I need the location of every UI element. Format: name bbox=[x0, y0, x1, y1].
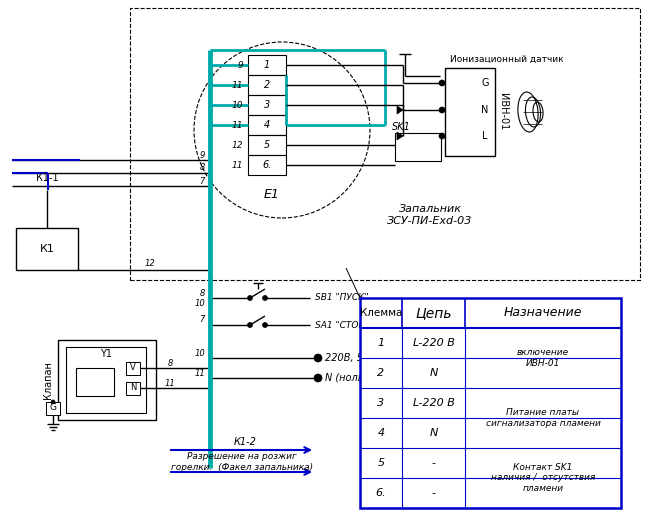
Text: 3: 3 bbox=[264, 100, 270, 110]
Text: E1: E1 bbox=[264, 188, 280, 202]
Bar bbox=[248, 155, 286, 175]
Text: N: N bbox=[130, 383, 136, 392]
Text: 10: 10 bbox=[231, 100, 243, 109]
Bar bbox=[126, 362, 140, 375]
Text: Y1: Y1 bbox=[100, 349, 112, 359]
Bar bbox=[66, 347, 146, 413]
Bar bbox=[248, 135, 286, 155]
Text: 9: 9 bbox=[200, 150, 205, 159]
Bar bbox=[16, 228, 78, 270]
Text: Назначение: Назначение bbox=[504, 306, 582, 319]
Text: 12: 12 bbox=[231, 140, 243, 149]
Text: 1: 1 bbox=[264, 60, 270, 70]
Text: 1: 1 bbox=[378, 338, 385, 348]
Text: К1-1: К1-1 bbox=[36, 173, 59, 183]
Text: Клапан: Клапан bbox=[43, 361, 53, 399]
Text: G: G bbox=[481, 78, 489, 88]
Text: 220В, 50Гц: 220В, 50Гц bbox=[325, 353, 381, 363]
Text: N: N bbox=[429, 368, 437, 378]
Text: 11: 11 bbox=[231, 161, 243, 169]
Circle shape bbox=[314, 354, 322, 362]
Text: -: - bbox=[432, 488, 436, 498]
Circle shape bbox=[248, 323, 252, 327]
Bar bbox=[46, 402, 60, 415]
Text: L: L bbox=[482, 131, 488, 141]
Text: V: V bbox=[130, 363, 136, 372]
Circle shape bbox=[51, 400, 55, 404]
Text: 7: 7 bbox=[200, 176, 205, 185]
Text: SA1 "СТОП РАБОТА": SA1 "СТОП РАБОТА" bbox=[315, 320, 409, 329]
Bar bbox=[395, 133, 441, 161]
Polygon shape bbox=[397, 132, 403, 140]
Circle shape bbox=[248, 296, 252, 300]
Text: 5: 5 bbox=[378, 458, 385, 468]
Text: N: N bbox=[481, 105, 489, 115]
Circle shape bbox=[314, 374, 322, 382]
Text: Цепь: Цепь bbox=[415, 306, 452, 320]
Circle shape bbox=[439, 80, 445, 86]
Bar bbox=[248, 115, 286, 135]
Text: Запальник
ЗСУ-ПИ-Exd-03: Запальник ЗСУ-ПИ-Exd-03 bbox=[387, 204, 473, 226]
Text: Питание платы
сигнализатора пламени: Питание платы сигнализатора пламени bbox=[486, 408, 600, 428]
Bar bbox=[130, 8, 640, 280]
Text: Ионизационный датчик: Ионизационный датчик bbox=[450, 54, 563, 63]
Text: ИВН-01: ИВН-01 bbox=[498, 93, 508, 130]
Bar bbox=[58, 340, 156, 420]
Text: 11: 11 bbox=[164, 379, 175, 388]
Bar bbox=[445, 68, 495, 156]
Text: 10: 10 bbox=[194, 348, 205, 357]
Text: 9: 9 bbox=[237, 61, 243, 70]
Text: 8: 8 bbox=[168, 359, 173, 367]
Text: N: N bbox=[429, 428, 437, 438]
Bar bbox=[76, 368, 114, 396]
Circle shape bbox=[439, 133, 445, 139]
Circle shape bbox=[263, 296, 267, 300]
Text: 2: 2 bbox=[264, 80, 270, 90]
Text: 6.: 6. bbox=[376, 488, 387, 498]
Text: 3: 3 bbox=[378, 398, 385, 408]
Text: К1: К1 bbox=[40, 244, 54, 254]
Text: включение
ИВН-01: включение ИВН-01 bbox=[517, 348, 569, 367]
Bar bbox=[126, 382, 140, 395]
Text: 10: 10 bbox=[194, 299, 205, 308]
Circle shape bbox=[263, 323, 267, 327]
Text: 12: 12 bbox=[145, 259, 155, 268]
Text: L-220 В: L-220 В bbox=[413, 338, 454, 348]
Bar bbox=[360, 298, 621, 508]
Text: SK1: SK1 bbox=[392, 122, 411, 132]
Text: L-220 В: L-220 В bbox=[413, 398, 454, 408]
Text: К1-2: К1-2 bbox=[233, 437, 256, 447]
Text: 8: 8 bbox=[200, 164, 205, 173]
Text: Разрешение на розжиг
горелки.  (Факел запальника): Разрешение на розжиг горелки. (Факел зап… bbox=[171, 452, 313, 472]
Text: N (ноль): N (ноль) bbox=[325, 373, 367, 383]
Bar bbox=[248, 75, 286, 95]
Text: 11: 11 bbox=[231, 120, 243, 129]
Text: G: G bbox=[50, 403, 57, 412]
Text: 5: 5 bbox=[264, 140, 270, 150]
Text: -: - bbox=[432, 458, 436, 468]
Text: 11: 11 bbox=[194, 369, 205, 378]
Text: 6.: 6. bbox=[262, 160, 272, 170]
Polygon shape bbox=[397, 106, 403, 114]
Bar bbox=[248, 55, 286, 75]
Circle shape bbox=[439, 107, 445, 113]
Text: SB1 "ПУСК": SB1 "ПУСК" bbox=[315, 294, 368, 303]
Text: Клемма: Клемма bbox=[360, 308, 402, 318]
Text: 2: 2 bbox=[378, 368, 385, 378]
Text: 4: 4 bbox=[264, 120, 270, 130]
Text: Контакт SK1
наличия /  отсутствия
пламени: Контакт SK1 наличия / отсутствия пламени bbox=[491, 463, 595, 493]
Text: 11: 11 bbox=[231, 80, 243, 90]
Text: 7: 7 bbox=[200, 316, 205, 325]
Bar bbox=[248, 95, 286, 115]
Text: 4: 4 bbox=[378, 428, 385, 438]
Text: 8: 8 bbox=[200, 288, 205, 297]
